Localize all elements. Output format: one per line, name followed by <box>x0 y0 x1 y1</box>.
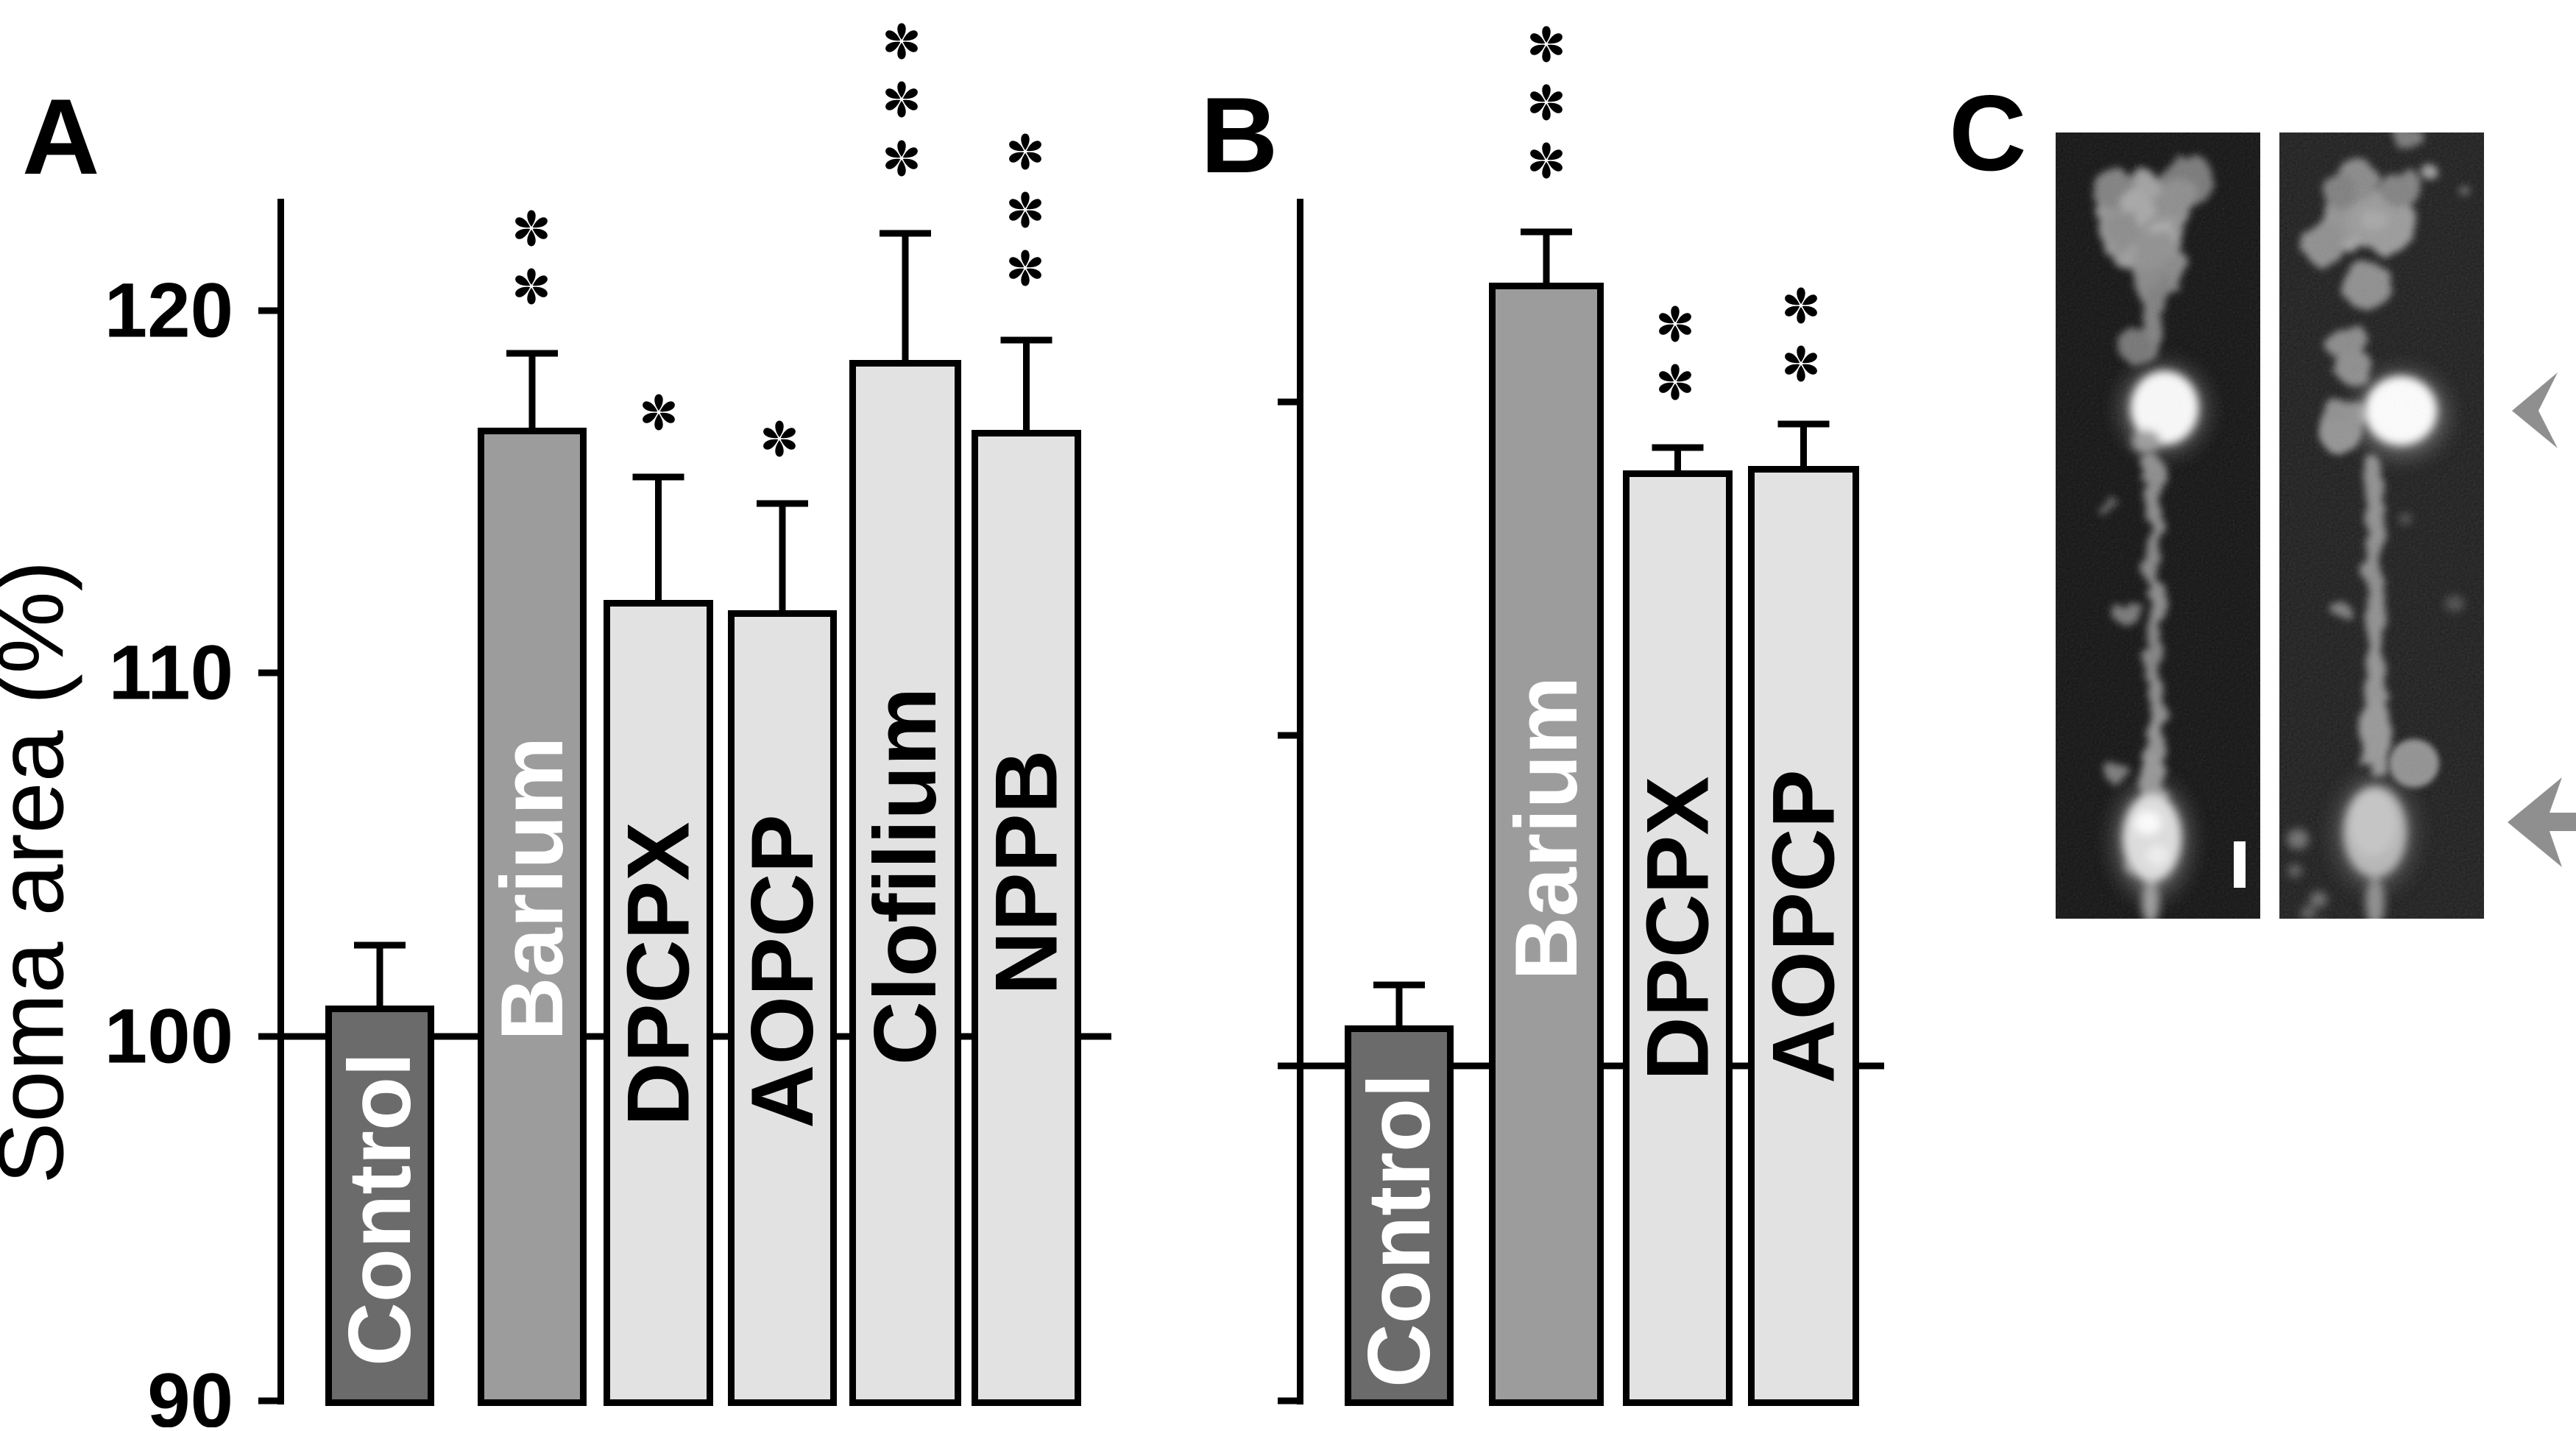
svg-text:100: 100 <box>105 994 233 1080</box>
svg-text:DPCPX: DPCPX <box>609 822 708 1126</box>
svg-text:AOPCP: AOPCP <box>733 814 832 1128</box>
svg-text:A: A <box>22 77 99 197</box>
svg-text:Control: Control <box>330 1052 429 1366</box>
svg-text:Soma area (%): Soma area (%) <box>0 560 83 1184</box>
svg-text:NPPB: NPPB <box>977 750 1076 995</box>
svg-text:Barium: Barium <box>1497 676 1596 981</box>
svg-text:120: 120 <box>105 268 233 354</box>
svg-text:DPCPX: DPCPX <box>1629 777 1727 1081</box>
svg-text:Control: Control <box>1350 1073 1448 1388</box>
svg-text:AOPCP: AOPCP <box>1755 769 1853 1084</box>
svg-text:Barium: Barium <box>483 737 581 1041</box>
svg-text:B: B <box>1200 75 1278 195</box>
svg-text:90: 90 <box>147 1358 233 1428</box>
svg-text:110: 110 <box>109 630 233 716</box>
svg-text:C: C <box>1949 73 2026 193</box>
svg-text:Clofilium: Clofilium <box>856 688 955 1065</box>
